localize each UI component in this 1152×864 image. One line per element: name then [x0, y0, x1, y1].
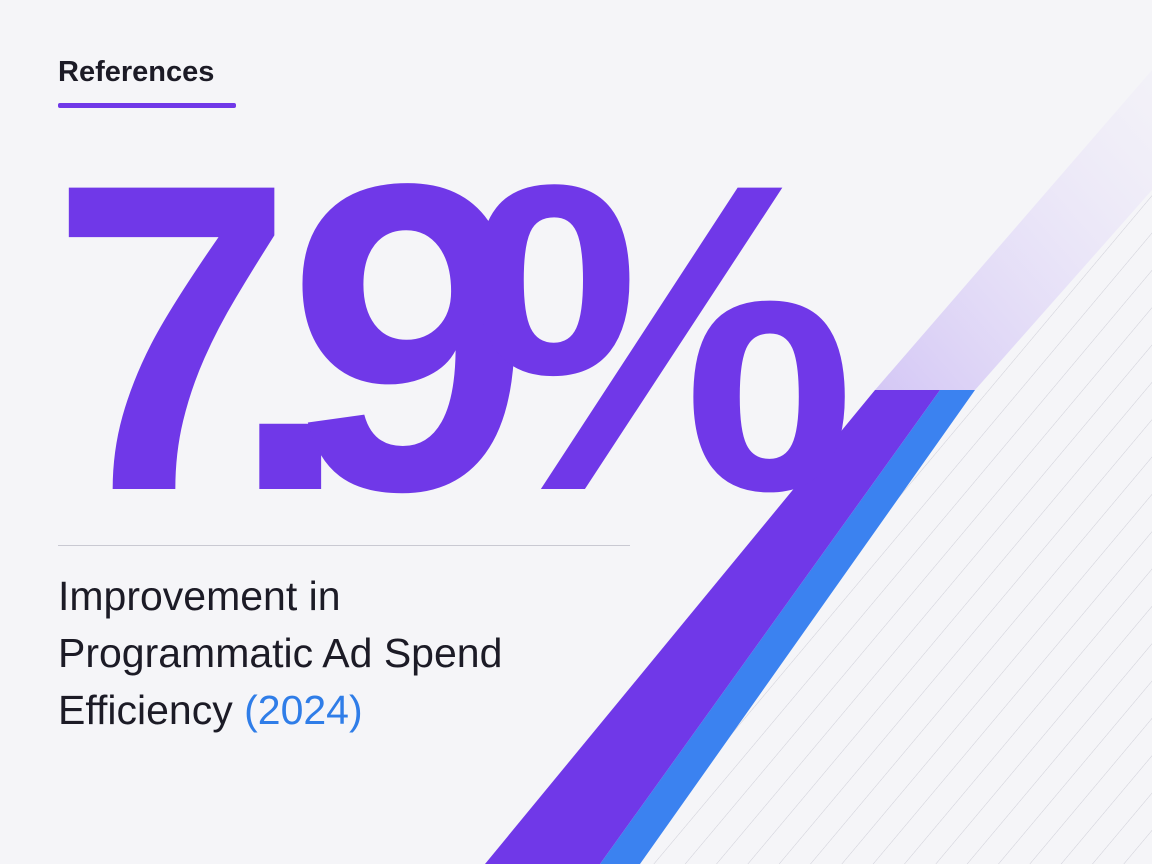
- divider: [58, 545, 630, 546]
- description-line-text: Efficiency: [58, 687, 233, 733]
- stat-value: 7.9%: [50, 92, 856, 582]
- hatch-area: [640, 190, 1152, 864]
- description-line: Programmatic Ad Spend: [58, 630, 503, 676]
- blue-band: [600, 390, 975, 864]
- description-line: Improvement in: [58, 573, 341, 619]
- description: Improvement in Programmatic Ad Spend Eff…: [58, 568, 502, 739]
- year: (2024): [244, 687, 363, 733]
- label-underline: [58, 103, 236, 108]
- purple-band: [485, 390, 940, 864]
- description-line: Efficiency (2024): [58, 682, 502, 739]
- fade-band: [875, 70, 1152, 390]
- section-label: References: [58, 56, 215, 88]
